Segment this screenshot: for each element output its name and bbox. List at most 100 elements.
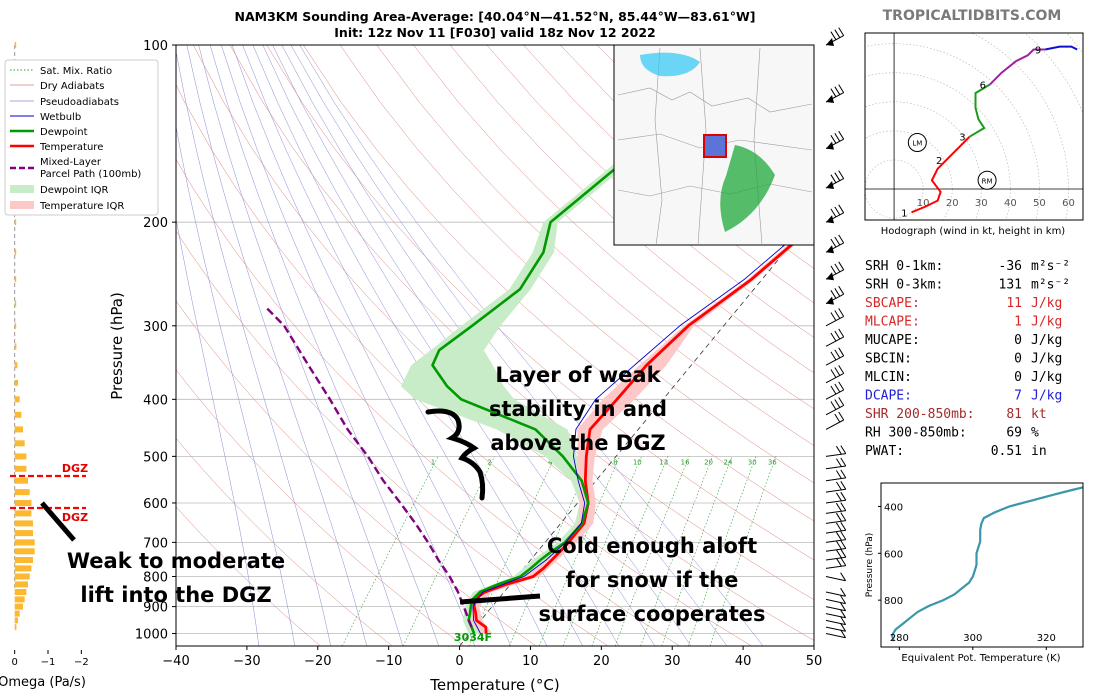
mixing-ratio-label: 2 bbox=[487, 458, 491, 466]
chart-title: NAM3KM Sounding Area-Average: [40.04°N—4… bbox=[235, 9, 756, 24]
wind-barb-feather bbox=[834, 133, 841, 142]
legend-label: Dewpoint IQR bbox=[40, 185, 109, 196]
wind-barb-staff bbox=[825, 565, 846, 569]
mixing-ratio-line bbox=[614, 456, 690, 646]
index-label: DCAPE: bbox=[865, 389, 912, 404]
index-value: 81 bbox=[1006, 407, 1022, 422]
brand-label: TROPICALTIDBITS.COM bbox=[883, 8, 1062, 24]
wind-barb bbox=[825, 170, 845, 189]
wind-barb bbox=[825, 381, 845, 400]
omega-bar bbox=[14, 624, 17, 631]
omega-bar bbox=[14, 426, 23, 433]
hodograph-height-label: 9 bbox=[1035, 45, 1041, 56]
mixing-ratio-line bbox=[688, 456, 757, 646]
pseudoadiabat bbox=[198, 45, 403, 646]
wind-barb-feather bbox=[838, 84, 845, 93]
wind-barb-feather bbox=[838, 347, 845, 357]
indices-table: SRH 0-1km: -36 m²s⁻² SRH 0-3km: 131 m²s⁻² SBCA… bbox=[865, 259, 1070, 459]
wind-barb-feather bbox=[840, 512, 847, 521]
omega-xlabel: Omega (Pa/s) bbox=[0, 675, 86, 690]
mixing-ratio-label: 20 bbox=[704, 458, 713, 466]
wind-barb bbox=[825, 234, 845, 254]
omega-bar bbox=[14, 379, 18, 386]
dry-adiabat bbox=[176, 506, 321, 646]
hodograph-trace bbox=[1045, 45, 1078, 51]
y-tick-label: 800 bbox=[143, 570, 168, 585]
omega-bar bbox=[14, 500, 32, 506]
mixing-ratio-line bbox=[402, 456, 495, 646]
wind-barb-pennant bbox=[826, 38, 834, 46]
omega-bar bbox=[14, 520, 33, 527]
hodograph-lm-marker bbox=[907, 132, 927, 152]
wind-barb bbox=[825, 623, 847, 632]
annotation-snow: Cold enough aloft for snow if the surfac… bbox=[538, 534, 765, 626]
wind-barb-staff bbox=[825, 336, 844, 347]
wind-barb-feather bbox=[838, 285, 845, 295]
wind-barb-feather bbox=[838, 261, 845, 271]
pseudoadiabat bbox=[209, 45, 439, 646]
wind-barbs bbox=[825, 27, 847, 639]
annotation-stability-line3: above the DGZ bbox=[490, 431, 665, 455]
skewt-xlabel: Temperature (°C) bbox=[429, 676, 559, 694]
dry-adiabat bbox=[303, 45, 814, 522]
omega-bar bbox=[14, 617, 18, 624]
x-tick-label: 0 bbox=[455, 654, 463, 669]
dry-adiabat bbox=[523, 45, 814, 304]
pseudoadiabat bbox=[262, 45, 620, 646]
wind-barb-feather bbox=[840, 522, 847, 531]
wind-barb-staff bbox=[825, 372, 844, 384]
pseudoadiabat bbox=[221, 45, 475, 646]
wind-barb-feather bbox=[835, 458, 842, 467]
mixing-ratio-line bbox=[640, 456, 713, 646]
hodograph-panel: 10 20 30 40 50 60 1 2 3 6 9 LM RM Hodograph (wind in… bbox=[864, 32, 1084, 237]
hodograph-speed-label: 40 bbox=[1004, 198, 1017, 209]
wind-barb-feather bbox=[835, 492, 842, 502]
x-tick-label: −30 bbox=[233, 654, 260, 669]
lift-pointer bbox=[40, 501, 76, 542]
wind-barb-feather bbox=[834, 86, 841, 95]
annotation-stability-line1: Layer of weak bbox=[495, 363, 661, 387]
stability-bracket bbox=[425, 408, 486, 501]
pseudoadiabat bbox=[272, 45, 656, 646]
pseudoadiabat bbox=[242, 45, 547, 646]
hodograph-height-label: 3 bbox=[959, 133, 965, 144]
index-value: 0 bbox=[1014, 370, 1022, 385]
wind-barb bbox=[825, 629, 847, 639]
omega-tick-label: −1 bbox=[41, 657, 56, 668]
annotation-snow-line1: Cold enough aloft bbox=[547, 534, 757, 558]
dgz-label-lower: DGZ bbox=[62, 511, 88, 524]
omega-bar bbox=[14, 510, 32, 517]
wind-barb bbox=[825, 328, 845, 347]
mixing-ratio-line bbox=[562, 456, 642, 646]
wind-barb-feather bbox=[835, 549, 842, 559]
y-tick-label: 500 bbox=[143, 450, 168, 465]
wind-barb-feather bbox=[835, 445, 842, 455]
wind-barb-feather bbox=[838, 170, 845, 179]
omega-bar bbox=[14, 581, 28, 588]
mixing-ratio-line bbox=[539, 456, 621, 646]
index-label: RH 300-850mb: bbox=[865, 426, 967, 441]
dry-adiabat bbox=[339, 45, 814, 484]
omega-tick-label: 0 bbox=[11, 657, 17, 668]
surface-temp-label: 3034F bbox=[454, 631, 492, 644]
omega-bar bbox=[14, 610, 20, 617]
legend-label: Sat. Mix. Ratio bbox=[40, 66, 112, 77]
index-label: SBCAPE: bbox=[865, 296, 920, 311]
mixing-ratio-label: 16 bbox=[681, 458, 690, 466]
wind-barb bbox=[825, 130, 845, 150]
wind-barb-feather bbox=[834, 263, 841, 273]
wind-barb-feather bbox=[834, 367, 841, 376]
wind-barb-feather bbox=[838, 130, 845, 140]
wind-barb-feather bbox=[835, 481, 842, 491]
wind-barb bbox=[825, 347, 845, 366]
wind-barb bbox=[825, 609, 847, 619]
x-tick-label: −40 bbox=[162, 654, 189, 669]
theta-e-line bbox=[890, 486, 1083, 642]
index-label: SRH 0-1km: bbox=[865, 259, 943, 274]
omega-bar bbox=[14, 42, 17, 48]
omega-bar bbox=[14, 440, 25, 447]
wind-barb-feather bbox=[840, 616, 847, 625]
wind-barb-feather bbox=[830, 88, 837, 97]
wind-barb-feather bbox=[834, 172, 841, 181]
omega-bar bbox=[14, 362, 18, 369]
